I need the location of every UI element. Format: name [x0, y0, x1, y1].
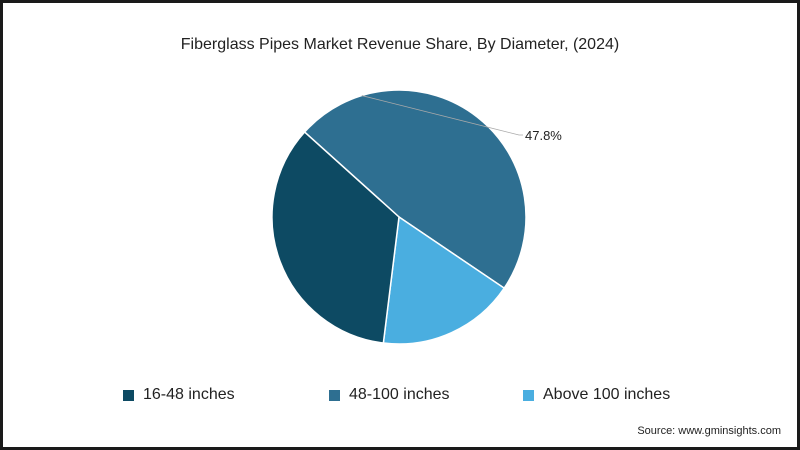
legend-swatch — [523, 389, 534, 401]
pie-slice-16-48-inches — [271, 130, 400, 344]
data-label-leader — [361, 95, 523, 136]
pie-slice-48-100-inches — [303, 89, 527, 290]
legend-label: Above 100 inches — [543, 386, 671, 403]
legend-label: 16-48 inches — [143, 386, 235, 403]
legend-swatch — [329, 389, 340, 401]
chart-title: Fiberglass Pipes Market Revenue Share, B… — [180, 36, 620, 53]
legend-item-16-48: 16-48 inches — [123, 386, 235, 404]
source-text: Source: www.gminsights.com — [637, 425, 781, 437]
pie-chart: 47.8% — [271, 89, 562, 345]
legend: 16-48 inches 48-100 inches Above 100 inc… — [3, 386, 797, 408]
legend-item-48-100: 48-100 inches — [329, 386, 450, 404]
pie-slice-above-100-inches — [382, 215, 506, 345]
legend-swatch — [123, 389, 134, 401]
legend-item-above-100: Above 100 inches — [523, 386, 670, 404]
data-label: 47.8% — [525, 128, 562, 143]
legend-label: 48-100 inches — [349, 386, 450, 403]
